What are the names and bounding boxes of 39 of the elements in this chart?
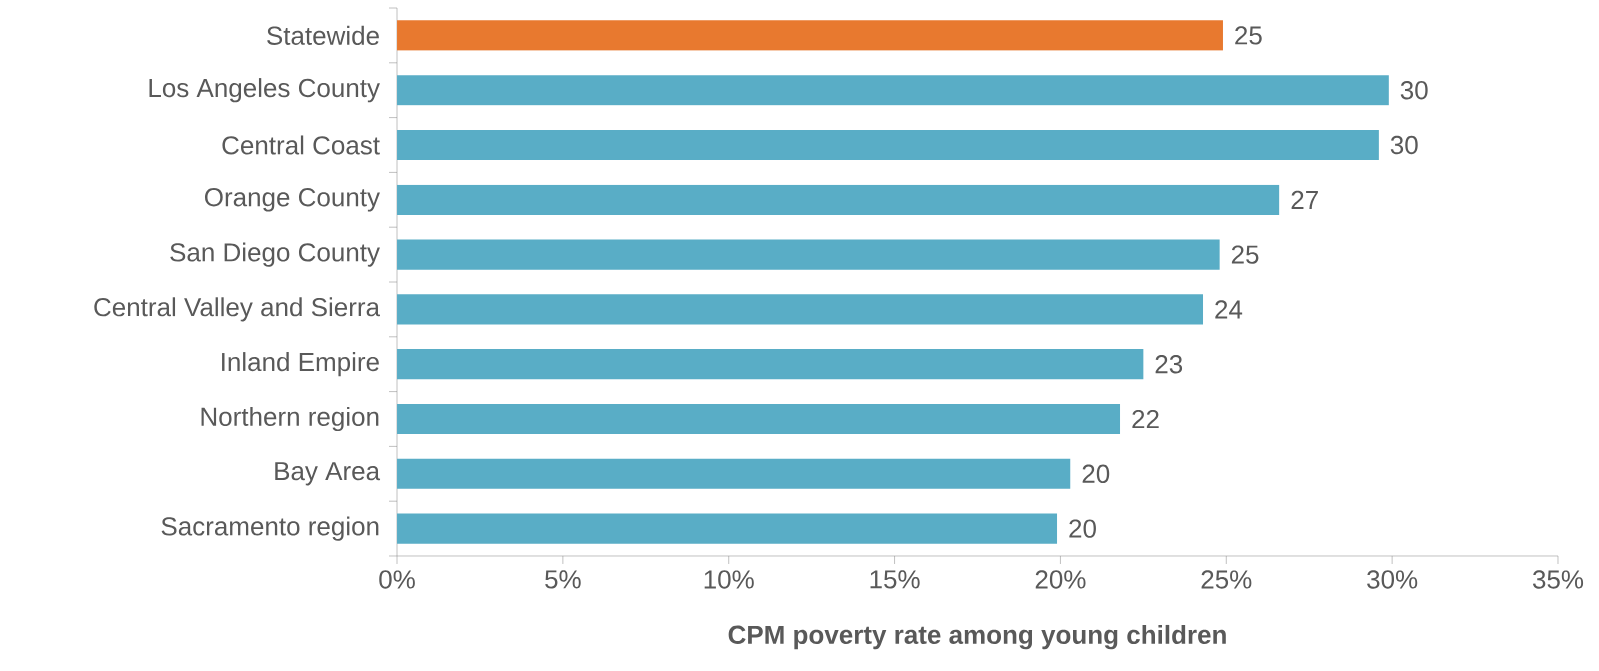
x-axis-title: CPM poverty rate among young children bbox=[728, 624, 1226, 650]
bar bbox=[397, 239, 1220, 270]
bar bbox=[397, 294, 1204, 325]
data-label: 30 bbox=[1400, 81, 1428, 100]
x-tick-label: 10% bbox=[704, 570, 754, 589]
y-tick-label: Central Coast bbox=[222, 135, 380, 155]
y-tick-label: Central Valley and Sierra bbox=[94, 297, 380, 322]
x-tick-label: 5% bbox=[545, 570, 581, 589]
bar bbox=[397, 75, 1389, 106]
data-label: 20 bbox=[1082, 464, 1110, 483]
y-tick-label: San Diego County bbox=[170, 242, 380, 267]
y-tick-label: Statewide bbox=[267, 25, 379, 45]
y-tick-label: Inland Empire bbox=[222, 352, 379, 377]
x-tick-label: 20% bbox=[1035, 570, 1086, 589]
data-label: 25 bbox=[1235, 26, 1262, 45]
x-tick-label: 15% bbox=[870, 570, 920, 589]
data-label: 22 bbox=[1132, 409, 1159, 429]
bar bbox=[397, 513, 1058, 544]
y-tick-label: Sacramento region bbox=[161, 516, 379, 541]
data-label: 24 bbox=[1215, 300, 1243, 319]
y-tick-label: Orange County bbox=[204, 188, 380, 212]
data-label: 23 bbox=[1155, 355, 1183, 374]
bar bbox=[397, 349, 1144, 380]
x-tick-label: 35% bbox=[1532, 570, 1584, 589]
data-label: 20 bbox=[1069, 519, 1096, 538]
bar bbox=[397, 184, 1280, 215]
bar bbox=[397, 403, 1121, 435]
y-tick-label: Northern region bbox=[201, 406, 379, 432]
data-label: 30 bbox=[1390, 135, 1418, 155]
bar bbox=[397, 458, 1071, 489]
bar bbox=[397, 129, 1379, 161]
bar bbox=[397, 20, 1223, 51]
data-label: 25 bbox=[1231, 245, 1259, 264]
y-tick-label: Los Angeles County bbox=[149, 78, 380, 103]
y-tick-label: Bay Area bbox=[275, 462, 381, 486]
data-label: 27 bbox=[1291, 190, 1318, 209]
x-tick-label: 30% bbox=[1367, 570, 1418, 589]
x-tick-label: 0% bbox=[379, 570, 415, 589]
x-tick-label: 25% bbox=[1201, 570, 1252, 589]
